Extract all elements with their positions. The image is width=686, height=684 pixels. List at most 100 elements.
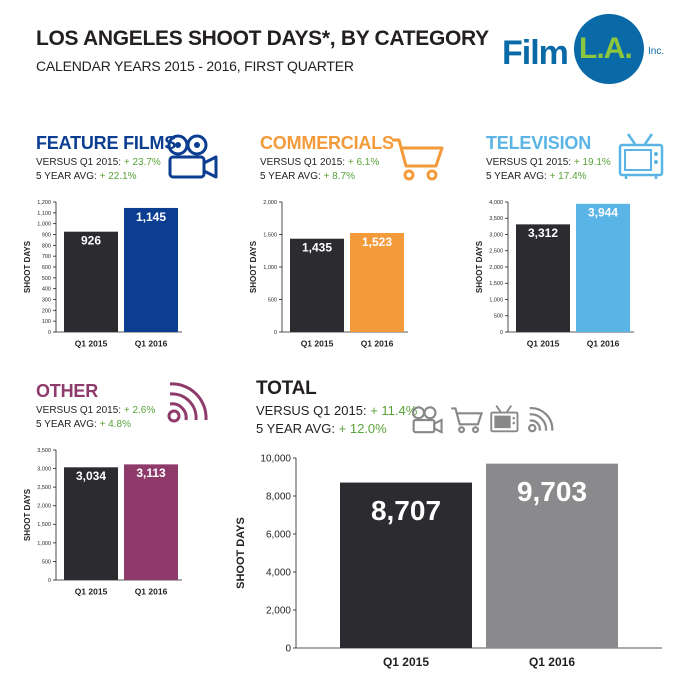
y-tick-label: 0 xyxy=(48,578,51,584)
y-tick-label: 2,500 xyxy=(489,249,503,255)
filmla-logo: Film L.A. Inc. xyxy=(502,14,682,94)
x-category-label: Q1 2016 xyxy=(361,339,394,349)
total-versus-stat: VERSUS Q1 2015: + 11.4% xyxy=(256,403,417,418)
commercials-versus-label: VERSUS Q1 2015: xyxy=(260,157,346,168)
y-tick-label: 1,500 xyxy=(263,232,277,238)
y-axis-label: SHOOT DAYS xyxy=(475,240,484,293)
logo-film-text: Film xyxy=(502,34,569,72)
commercials-avg-label: 5 YEAR AVG: xyxy=(260,171,321,182)
commercials-avg-stat: 5 YEAR AVG: + 8.7% xyxy=(260,171,355,182)
bar-q1-2016 xyxy=(486,463,618,648)
y-axis-label: SHOOT DAYS xyxy=(23,488,32,541)
bar-q1-2015 xyxy=(64,231,118,332)
total-avg-value: + 12.0% xyxy=(338,421,387,436)
y-tick-label: 6,000 xyxy=(266,530,291,541)
other-title: OTHER xyxy=(36,381,99,401)
feature-avg-label: 5 YEAR AVG: xyxy=(36,171,97,182)
y-tick-label: 3,500 xyxy=(37,448,51,454)
commercials-versus-stat: VERSUS Q1 2015: + 6.1% xyxy=(260,157,379,168)
y-tick-label: 3,000 xyxy=(37,466,51,472)
feature-versus-value: + 23.7% xyxy=(123,157,161,168)
feature-versus-label: VERSUS Q1 2015: xyxy=(36,157,122,168)
x-category-label: Q1 2015 xyxy=(301,339,334,349)
bar-value-label: 9,703 xyxy=(517,476,587,507)
y-tick-label: 1,000 xyxy=(37,541,51,547)
y-tick-label: 10,000 xyxy=(260,454,291,465)
bar-q1-2016 xyxy=(350,233,404,332)
y-tick-label: 4,000 xyxy=(489,200,503,206)
feature-avg-value: + 22.1% xyxy=(99,171,137,182)
total-title: TOTAL xyxy=(256,378,317,399)
y-tick-label: 300 xyxy=(42,297,51,303)
y-tick-label: 1,000 xyxy=(263,265,277,271)
x-category-label: Q1 2016 xyxy=(529,655,575,669)
x-category-label: Q1 2016 xyxy=(587,339,620,349)
bar-value-label: 1,523 xyxy=(362,235,392,249)
other-avg-label: 5 YEAR AVG: xyxy=(36,419,97,430)
y-tick-label: 1,500 xyxy=(489,281,503,287)
commercials-avg-value: + 8.7% xyxy=(323,171,355,182)
x-category-label: Q1 2015 xyxy=(75,587,108,597)
feature-avg-stat: 5 YEAR AVG: + 22.1% xyxy=(36,171,137,182)
y-tick-label: 100 xyxy=(42,319,51,325)
y-tick-label: 700 xyxy=(42,254,51,260)
total-chart: 0 2,000 4,000 6,000 8,000 10,000 SHOOT DAYS 8,7… xyxy=(235,454,662,669)
shopping-cart-icon xyxy=(451,407,484,434)
y-tick-label: 0 xyxy=(285,644,291,655)
feature-versus-stat: VERSUS Q1 2015: + 23.7% xyxy=(36,157,161,168)
y-tick-label: 2,000 xyxy=(489,265,503,271)
y-tick-label: 2,000 xyxy=(37,504,51,510)
bar-q1-2015 xyxy=(290,238,344,332)
y-axis-label: SHOOT DAYS xyxy=(235,517,247,589)
y-tick-label: 600 xyxy=(42,265,51,271)
logo-inc-text: Inc. xyxy=(648,46,665,57)
bar-q1-2016 xyxy=(124,464,178,580)
bar-q1-2015 xyxy=(64,467,118,580)
total-avg-stat: 5 YEAR AVG: + 12.0% xyxy=(256,421,387,436)
movie-camera-icon xyxy=(167,134,218,179)
television-icon xyxy=(490,405,519,433)
bar-q1-2015 xyxy=(340,482,472,648)
bar-value-label: 3,113 xyxy=(136,466,166,480)
other-versus-stat: VERSUS Q1 2015: + 2.6% xyxy=(36,405,155,416)
y-tick-label: 1,200 xyxy=(37,200,51,206)
y-tick-label: 800 xyxy=(42,243,51,249)
television-versus-value: + 19.1% xyxy=(573,157,611,168)
y-tick-label: 1,500 xyxy=(37,522,51,528)
y-tick-label: 0 xyxy=(500,330,503,336)
y-tick-label: 0 xyxy=(274,330,277,336)
television-avg-value: + 17.4% xyxy=(549,171,587,182)
bar-q1-2015 xyxy=(516,224,570,332)
x-category-label: Q1 2015 xyxy=(75,339,108,349)
television-title: TELEVISION xyxy=(486,133,592,153)
total-avg-label: 5 YEAR AVG: xyxy=(256,421,336,436)
y-tick-label: 2,500 xyxy=(37,485,51,491)
bar-q1-2016 xyxy=(124,207,178,332)
total-versus-label: VERSUS Q1 2015: xyxy=(256,403,367,418)
other-avg-value: + 4.8% xyxy=(99,419,131,430)
y-tick-label: 500 xyxy=(42,276,51,282)
bar-value-label: 926 xyxy=(81,233,101,247)
feature-films-title: FEATURE FILMS xyxy=(36,133,177,153)
y-tick-label: 900 xyxy=(42,232,51,238)
movie-camera-icon xyxy=(411,406,443,434)
y-tick-label: 3,000 xyxy=(489,232,503,238)
commercials-chart: 0 500 1,000 1,500 2,000 SHOOT DAYS 1,435 Q1 201… xyxy=(249,200,408,349)
bar-q1-2016 xyxy=(576,203,630,332)
y-tick-label: 8,000 xyxy=(266,492,291,503)
y-tick-label: 500 xyxy=(42,559,51,565)
x-category-label: Q1 2015 xyxy=(383,655,429,669)
y-tick-label: 500 xyxy=(494,314,503,320)
y-tick-label: 1,000 xyxy=(489,297,503,303)
bar-value-label: 1,435 xyxy=(302,241,332,255)
other-chart: 0 500 1,000 1,500 2,000 2,500 3,000 3,500 SHOOT … xyxy=(23,448,182,597)
y-axis-label: SHOOT DAYS xyxy=(23,240,32,293)
other-versus-value: + 2.6% xyxy=(123,405,156,416)
y-tick-label: 2,000 xyxy=(266,606,291,617)
bar-value-label: 8,707 xyxy=(371,495,441,526)
y-tick-label: 1,000 xyxy=(37,222,51,228)
television-versus-stat: VERSUS Q1 2015: + 19.1% xyxy=(486,157,611,168)
y-tick-label: 4,000 xyxy=(266,568,291,579)
y-tick-label: 0 xyxy=(48,330,51,336)
other-avg-stat: 5 YEAR AVG: + 4.8% xyxy=(36,419,131,430)
